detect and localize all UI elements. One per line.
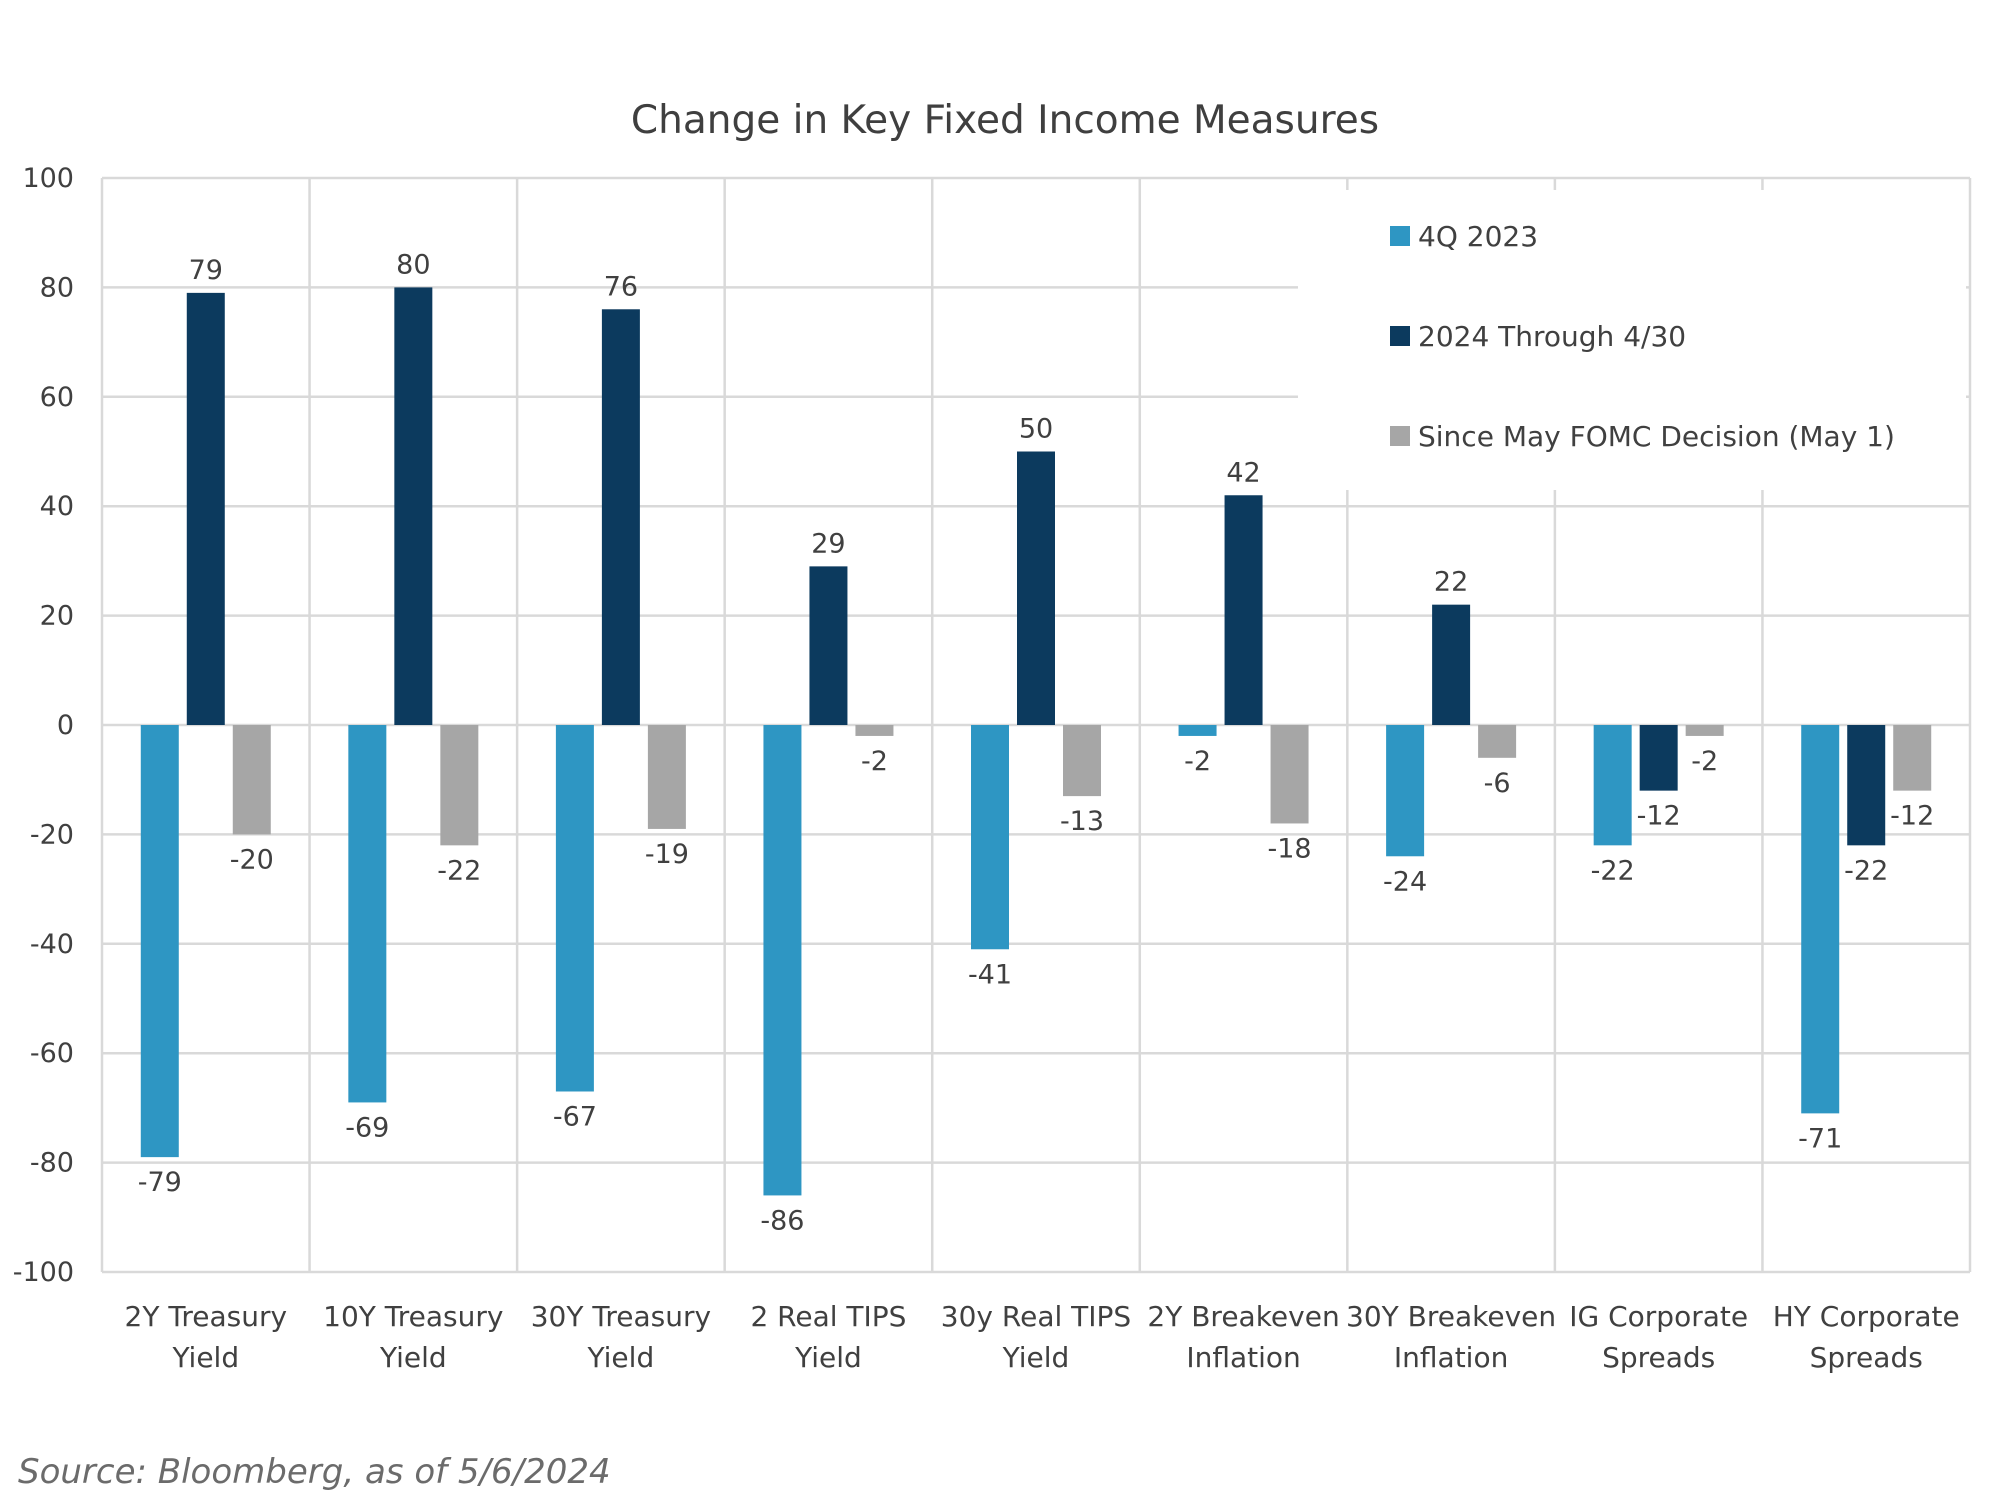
data-label: -69: [345, 1112, 389, 1143]
x-axis-categories: 2Y Treasury Yield 10Y Treasury Yield 30Y Tre…: [125, 1300, 1960, 1374]
x-tick-label: Spreads: [1810, 1341, 1923, 1374]
data-label: -86: [760, 1205, 804, 1236]
data-label: -22: [1844, 855, 1888, 886]
bar: [1893, 725, 1932, 791]
bar: [809, 566, 848, 725]
y-tick-label: -80: [30, 1148, 74, 1179]
x-tick-label: Yield: [171, 1341, 239, 1374]
y-tick-label: 20: [40, 601, 74, 632]
data-labels: -79 79 -20 -69 80 -22 -67 76 -19 -86 29 -2 -41 50 -13 -…: [138, 249, 1935, 1236]
x-tick-label: Yield: [1002, 1341, 1070, 1374]
data-label: 50: [1019, 414, 1053, 445]
y-tick-label: 100: [22, 163, 74, 194]
bar: [186, 292, 225, 725]
bar: [394, 287, 433, 725]
bar: [763, 725, 802, 1196]
legend-entry: 2024 Through 4/30: [1418, 320, 1686, 353]
x-tick-label: HY Corporate: [1773, 1300, 1960, 1333]
y-tick-label: -100: [13, 1257, 74, 1288]
y-tick-label: -40: [30, 929, 74, 960]
data-label: -19: [645, 839, 689, 870]
legend-entry: Since May FOMC Decision (May 1): [1418, 420, 1895, 453]
bar: [1270, 725, 1309, 824]
bar: [1639, 725, 1678, 791]
bar: [1178, 725, 1217, 736]
data-label: -24: [1383, 866, 1427, 897]
y-tick-label: 0: [57, 710, 74, 741]
bar: [1386, 725, 1425, 857]
data-label: -12: [1890, 801, 1934, 832]
data-label: -22: [1591, 855, 1635, 886]
data-label: -2: [1691, 746, 1718, 777]
x-tick-label: 30y Real TIPS: [941, 1300, 1131, 1333]
x-tick-label: Spreads: [1602, 1341, 1715, 1374]
bar: [1432, 604, 1471, 725]
bar: [140, 725, 179, 1158]
data-label: -18: [1268, 833, 1312, 864]
data-label: -2: [1184, 746, 1211, 777]
bar: [348, 725, 387, 1103]
bar: [1685, 725, 1724, 736]
data-label: -13: [1060, 806, 1104, 837]
x-tick-label: Inflation: [1186, 1341, 1300, 1374]
bar: [1478, 725, 1517, 758]
bar: [1847, 725, 1886, 846]
bar: [601, 309, 640, 725]
data-label: -79: [138, 1167, 182, 1198]
legend: 4Q 2023 2024 Through 4/30 Since May FOMC D…: [1298, 190, 1966, 490]
x-tick-label: 10Y Treasury: [323, 1300, 503, 1333]
chart-title: Change in Key Fixed Income Measures: [631, 98, 1379, 143]
x-tick-label: Yield: [379, 1341, 447, 1374]
y-tick-label: 80: [40, 272, 74, 303]
bar: [1017, 451, 1055, 725]
bar: [232, 725, 271, 835]
y-axis-ticks: 100 80 60 40 20 0 -20 -40 -60 -80 -100: [13, 163, 74, 1288]
data-label: -71: [1798, 1123, 1842, 1154]
bar: [1801, 725, 1840, 1114]
bar: [1593, 725, 1632, 846]
data-label: -6: [1484, 768, 1511, 799]
legend-swatch: [1390, 226, 1410, 246]
bar: [647, 725, 686, 829]
x-tick-label: 30Y Breakeven: [1346, 1300, 1556, 1333]
data-label: -2: [861, 746, 888, 777]
x-tick-label: 30Y Treasury: [531, 1300, 711, 1333]
legend-swatch: [1390, 326, 1410, 346]
bars: [140, 287, 1932, 1196]
x-tick-label: Inflation: [1394, 1341, 1508, 1374]
data-label: -20: [230, 844, 274, 875]
x-tick-label: IG Corporate: [1569, 1300, 1748, 1333]
data-label: 76: [604, 271, 638, 302]
data-label: 42: [1226, 457, 1260, 488]
y-tick-label: 40: [40, 491, 74, 522]
data-label: -12: [1637, 801, 1681, 832]
x-tick-label: Yield: [587, 1341, 655, 1374]
x-tick-label: Yield: [794, 1341, 862, 1374]
data-label: -67: [553, 1101, 597, 1132]
legend-swatch: [1390, 426, 1410, 446]
data-label: 29: [811, 528, 845, 559]
bar: [440, 725, 479, 846]
data-label: 80: [396, 249, 430, 280]
data-label: 79: [189, 255, 223, 286]
bar: [971, 725, 1009, 950]
bar: [1224, 495, 1263, 725]
x-tick-label: 2Y Breakeven: [1147, 1300, 1339, 1333]
data-label: -41: [968, 959, 1012, 990]
data-label: 22: [1434, 567, 1468, 598]
y-tick-label: 60: [40, 382, 74, 413]
y-tick-label: -60: [30, 1038, 74, 1069]
legend-entry: 4Q 2023: [1418, 220, 1538, 253]
y-tick-label: -20: [30, 819, 74, 850]
bar: [855, 725, 894, 736]
data-label: -22: [437, 855, 481, 886]
bar: [555, 725, 594, 1092]
bar: [1063, 725, 1101, 797]
x-tick-label: 2 Real TIPS: [750, 1300, 906, 1333]
source-note: Source: Bloomberg, as of 5/6/2024: [18, 1452, 611, 1492]
x-tick-label: 2Y Treasury: [125, 1300, 288, 1333]
